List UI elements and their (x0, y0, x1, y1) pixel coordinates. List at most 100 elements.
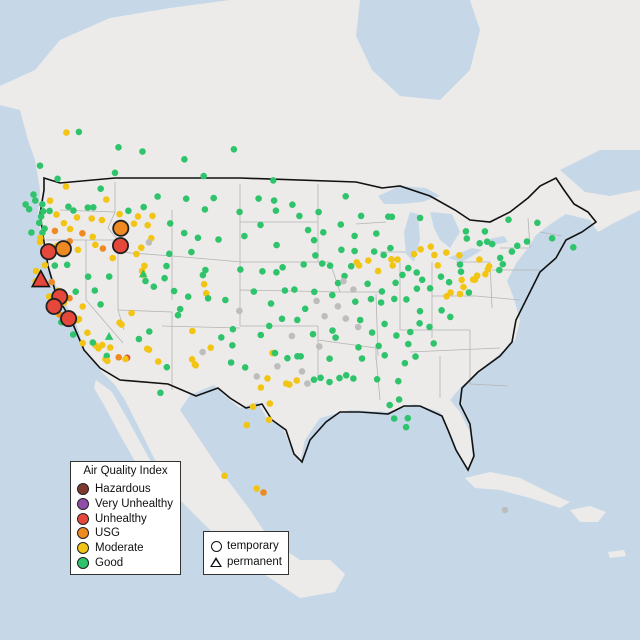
legend-item-very-unhealthy: Very Unhealthy (77, 497, 174, 512)
monitor-site-moderate (293, 377, 301, 384)
monitor-site-good (70, 207, 77, 214)
monitor-site-good (241, 232, 248, 240)
monitor-site-good (257, 221, 264, 229)
monitor-site-good (39, 208, 47, 215)
monitor-site-usg (51, 227, 59, 235)
monitor-site-good (326, 378, 333, 386)
monitor-site-moderate (145, 346, 153, 354)
monitor-site-good (412, 353, 419, 360)
monitor-site-moderate (104, 357, 111, 365)
monitor-site-good (257, 331, 265, 339)
monitor-site-none (342, 315, 350, 322)
monitor-site-good (488, 240, 496, 248)
monitor-site-good (463, 235, 471, 242)
monitor-site-good (437, 273, 445, 281)
monitor-site-good (273, 269, 280, 276)
monitor-site-moderate (431, 251, 438, 259)
monitor-site-good (250, 288, 258, 295)
monitor-site-good (352, 298, 359, 306)
monitor-site-none (340, 277, 347, 285)
monitor-site-good (336, 374, 343, 382)
monitor-type-legend: temporary permanent (203, 531, 289, 575)
monitor-site-moderate (410, 250, 418, 258)
monitor-site-good (329, 291, 336, 299)
monitor-site-moderate (84, 329, 91, 337)
legend-item-moderate: Moderate (77, 541, 174, 556)
monitor-site-moderate (192, 362, 199, 369)
monitor-site-good (180, 229, 188, 237)
monitor-site-good (139, 148, 146, 155)
monitor-site-moderate (36, 238, 44, 246)
monitor-site-good (388, 213, 396, 221)
monitor-site-none (199, 348, 206, 356)
monitor-site-good (142, 277, 149, 285)
monitor-site-good (174, 311, 182, 319)
monitor-site-usg (260, 489, 267, 496)
monitor-site-moderate (265, 416, 273, 424)
monitor-site-good (476, 240, 484, 247)
monitor-site-moderate (45, 293, 53, 300)
monitor-site-good (181, 156, 188, 163)
monitor-site-good (199, 271, 207, 279)
monitor-site-good (163, 363, 171, 371)
monitor-site-moderate (434, 262, 442, 269)
monitor-site-good (548, 235, 556, 242)
monitor-site-moderate (122, 355, 129, 363)
monitor-site-good (90, 204, 97, 211)
monitor-site-good (284, 354, 291, 362)
monitor-site-good (465, 289, 473, 296)
monitor-site-good (496, 254, 504, 262)
monitor-site-moderate (99, 341, 106, 349)
monitor-site-moderate (141, 262, 148, 270)
monitor-site-moderate (476, 256, 483, 263)
monitor-site-good (381, 352, 389, 359)
monitor-site-good (456, 261, 464, 268)
monitor-site-moderate (207, 344, 214, 352)
monitor-site-good (418, 276, 426, 284)
monitor-site-good (84, 273, 92, 281)
monitor-site-good (97, 185, 104, 192)
monitor-site-good (407, 328, 414, 336)
monitor-site-good (393, 332, 400, 339)
monitor-site-good (194, 234, 202, 242)
monitor-site-good (391, 295, 398, 303)
monitor-site-moderate (134, 213, 142, 220)
monitor-site-moderate (106, 344, 114, 351)
monitor-site-moderate (128, 309, 135, 317)
monitor-site-good (237, 266, 244, 273)
lake-superior (378, 186, 440, 204)
monitor-site-good (326, 262, 334, 270)
permanent-site-good (138, 269, 148, 278)
monitor-site-moderate (73, 214, 81, 221)
monitor-site-good (230, 146, 238, 153)
monitor-site-good (496, 266, 503, 274)
monitor-sites (22, 128, 577, 514)
monitor-site-good (413, 285, 421, 293)
monitor-site-good (320, 229, 327, 236)
monitor-site-good (364, 280, 371, 288)
monitor-site-good (413, 269, 421, 276)
monitor-site-none (313, 297, 320, 305)
monitor-site-good (401, 359, 409, 367)
monitor-site-none (298, 368, 306, 375)
lake-huron (430, 212, 460, 248)
monitor-site-moderate (460, 283, 467, 291)
monitor-site-good (317, 374, 324, 382)
monitor-site-good (35, 219, 43, 227)
monitor-site-good (291, 286, 298, 293)
monitor-site-good (373, 376, 381, 383)
monitor-site-moderate (388, 255, 395, 263)
monitor-site-moderate (89, 233, 96, 241)
monitor-site-good (218, 334, 225, 341)
monitor-site-moderate (286, 381, 293, 388)
monitor-site-good (204, 295, 212, 302)
monitor-site-none (253, 373, 261, 380)
monitor-site-good (300, 261, 308, 268)
moderate-swatch-icon (77, 542, 89, 555)
monitor-site-good (416, 214, 424, 222)
monitor-site-good (22, 201, 29, 208)
monitor-site-good (200, 172, 207, 180)
monitor-site-good (395, 396, 403, 403)
monitor-site-moderate (456, 252, 463, 259)
monitor-site-good (481, 228, 489, 235)
